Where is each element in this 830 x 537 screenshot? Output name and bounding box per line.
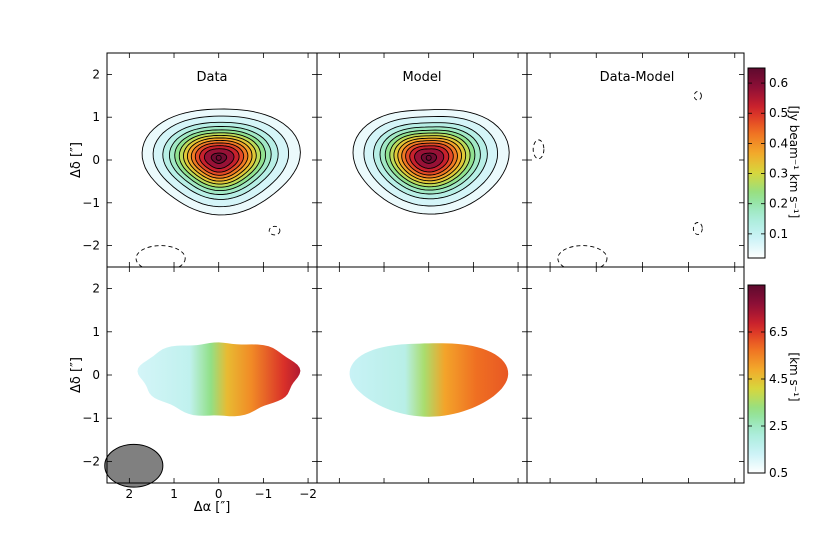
negative-contour (557, 245, 608, 267)
panel-title-model: Model (402, 70, 441, 85)
y-tick-label: 1 (92, 325, 100, 339)
velocity-field (137, 342, 301, 417)
x-tick-label: −2 (299, 487, 317, 501)
x-tick-label: 1 (170, 487, 178, 501)
panel-title-residual: Data-Model (600, 70, 675, 85)
panel-frame-top-residual (526, 52, 745, 268)
colorbar-tick-label: 2.5 (769, 419, 788, 433)
velocity-field (349, 343, 509, 417)
colorbar-tick-label: 0.4 (769, 136, 788, 150)
y-tick-label: 0 (92, 368, 100, 382)
frame-layer (106, 52, 766, 484)
x-axis-label: Δα [″] (194, 500, 231, 515)
colorbar-label-top: [Jy beam⁻¹ km s⁻¹] (787, 106, 801, 219)
colorbar-tick-label: 6.5 (769, 325, 788, 339)
contour-level (210, 152, 228, 164)
contour-peak (215, 154, 222, 161)
y-axis-label-top: Δδ [″] (69, 142, 84, 178)
y-tick-label: 2 (92, 282, 100, 296)
text-layer: Data Model Data-Model Δδ [″] Δδ [″] Δα [… (69, 67, 801, 515)
y-axis-label-bottom: Δδ [″] (69, 357, 84, 393)
x-tick-label: 0 (215, 487, 223, 501)
contour-peak (425, 154, 432, 161)
y-tick-label: −2 (82, 239, 100, 253)
x-tick-label: 2 (126, 487, 134, 501)
moment0-model (352, 109, 510, 215)
y-tick-label: 1 (92, 110, 100, 124)
negative-contour (135, 245, 186, 267)
negative-contour (532, 139, 545, 160)
colorbar-tick-label: 0.6 (769, 76, 788, 90)
contour-layer (135, 91, 703, 267)
y-tick-label: −1 (82, 411, 100, 425)
negative-contour (692, 222, 703, 235)
contour-level (420, 152, 438, 164)
panel-title-data: Data (196, 70, 227, 85)
colorbar-tick-label: 0.3 (769, 167, 788, 181)
colorbar-top (747, 67, 766, 259)
negative-contour (693, 91, 702, 101)
moment0-data (141, 108, 301, 216)
panel-frame-bottom-residual (526, 266, 745, 484)
y-tick-label: −2 (82, 454, 100, 468)
colorbar-tick-label: 0.2 (769, 197, 788, 211)
beam-ellipse (104, 443, 164, 488)
negative-contour (268, 225, 281, 236)
colorbar-tick-label: 4.5 (769, 372, 788, 386)
y-tick-label: 2 (92, 67, 100, 81)
colorbar-tick-label: 0.5 (769, 466, 788, 480)
negative-contours (135, 225, 281, 267)
image-layer (104, 342, 509, 488)
y-tick-label: −1 (82, 196, 100, 210)
negative-contours (532, 91, 703, 267)
colorbar-tick-label: 0.5 (769, 106, 788, 120)
y-tick-label: 0 (92, 153, 100, 167)
x-tick-label: −1 (255, 487, 273, 501)
colorbar-tick-label: 0.1 (769, 227, 788, 241)
colorbar-label-bottom: [km s⁻¹] (787, 352, 801, 401)
